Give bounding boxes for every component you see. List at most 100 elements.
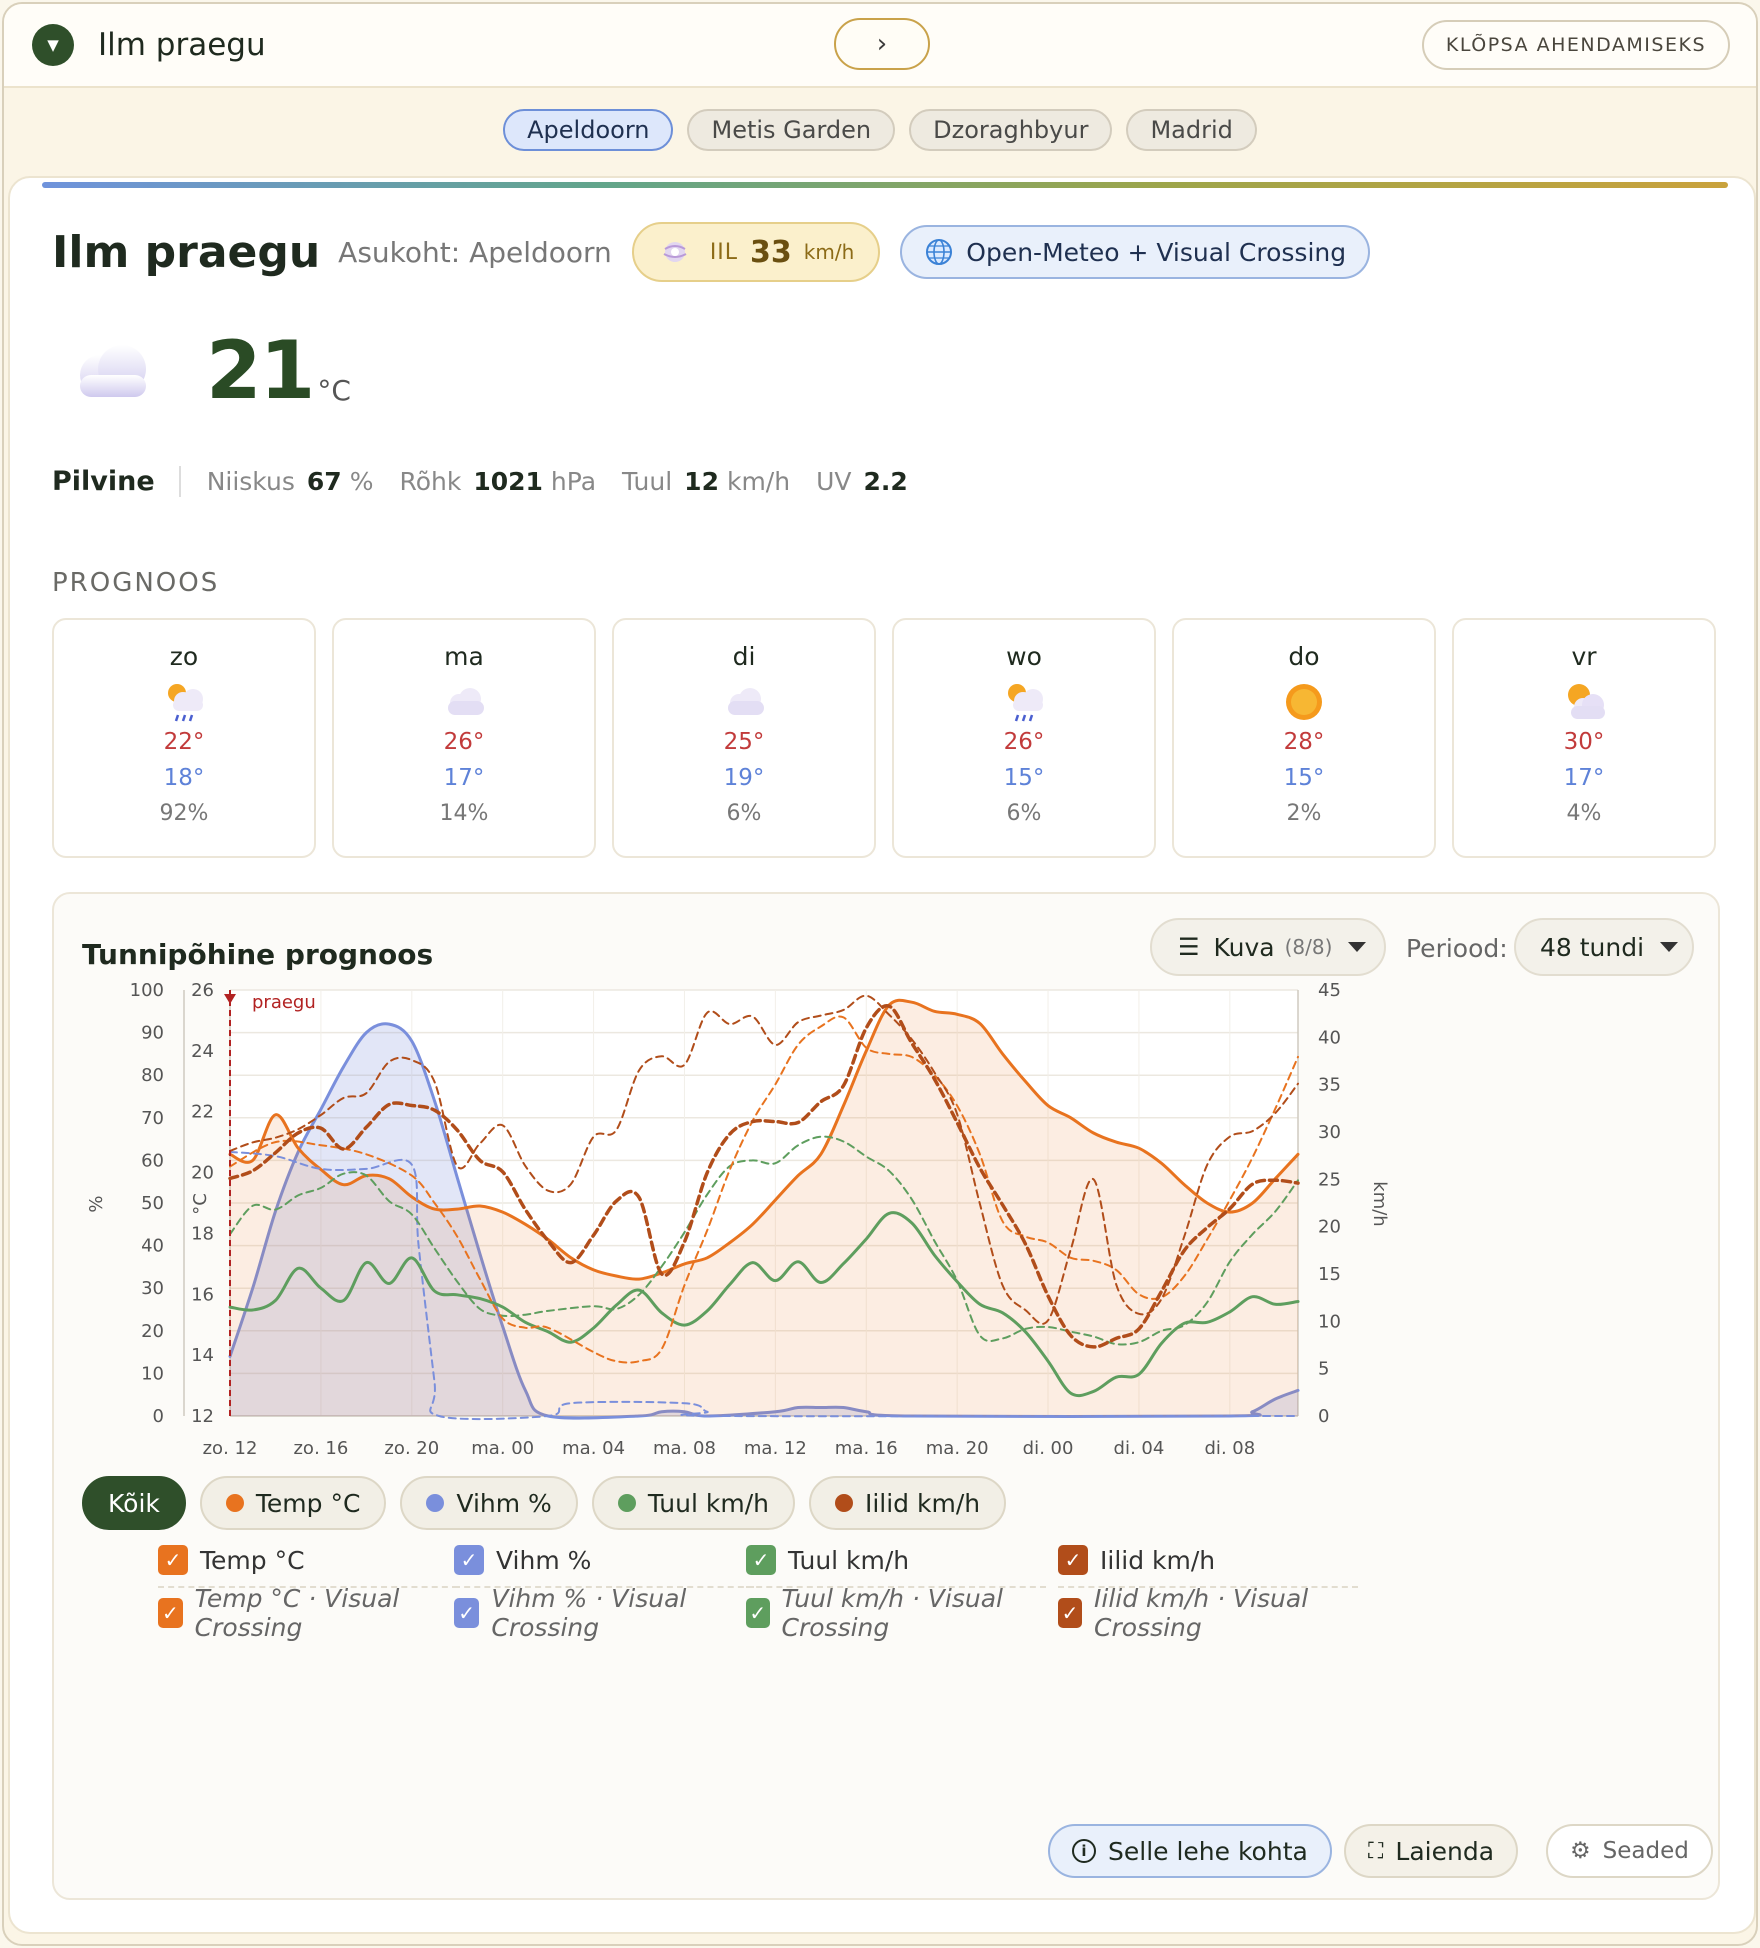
- y-tick-temp: 12: [191, 1406, 214, 1427]
- top-bar: ▼ Ilm praegu › KLÕPSA AHENDAMISEKS: [4, 4, 1756, 88]
- checkbox-label: Temp °C: [200, 1545, 305, 1575]
- y-tick-temp: 14: [191, 1345, 214, 1366]
- current-temperature: 21: [206, 324, 315, 417]
- series-line-2: [228, 1022, 1300, 1420]
- collapse-toggle-icon[interactable]: ▼: [32, 24, 74, 66]
- sun-cloud-rain-icon: [168, 684, 203, 722]
- next-location-button[interactable]: ›: [834, 18, 930, 70]
- forecast-high: 26°: [443, 729, 485, 755]
- checkbox-column-gust: ✓ Iilid km/h ✓ Iilid km/h · Visual Cross…: [1058, 1534, 1358, 1642]
- checkbox-column-wind: ✓ Tuul km/h ✓ Tuul km/h · Visual Crossin…: [746, 1534, 1046, 1642]
- forecast-day-card[interactable]: wo 26° 15° 6%: [892, 618, 1156, 858]
- current-conditions: 21 °C: [66, 324, 351, 417]
- x-tick: di, 04: [1114, 1438, 1165, 1454]
- y-tick-temp: 26: [191, 980, 214, 1001]
- wind-dot-icon: [617, 1494, 636, 1512]
- forecast-precip: 6%: [1006, 801, 1042, 826]
- checkbox-rain[interactable]: ✓ Vihm %: [454, 1534, 754, 1586]
- forecast-high: 26°: [1003, 729, 1045, 755]
- settings-button[interactable]: ⚙ Seaded: [1546, 1824, 1713, 1878]
- filter-pill-rain[interactable]: Vihm %: [400, 1476, 578, 1530]
- source-label: Open-Meteo + Visual Crossing: [966, 237, 1347, 267]
- series-area-0: [230, 1000, 1298, 1416]
- checkbox-column-rain: ✓ Vihm % ✓ Vihm % · Visual Crossing: [454, 1534, 754, 1642]
- y-tick-pct: 50: [141, 1193, 164, 1214]
- pressure-label: Rõhk: [399, 467, 462, 496]
- about-page-button[interactable]: i Selle lehe kohta: [1048, 1824, 1332, 1878]
- forecast-day-name: do: [1288, 642, 1320, 671]
- gust-chip: IIL 33 km/h: [631, 222, 881, 282]
- forecast-day-card[interactable]: di 25° 19° 6%: [612, 618, 876, 858]
- checkbox-temp[interactable]: ✓ Temp °C: [158, 1534, 458, 1586]
- forecast-precip: 14%: [439, 801, 489, 826]
- checkmark-icon: ✓: [454, 1545, 484, 1575]
- forecast-section-title: PROGNOOS: [52, 568, 220, 598]
- sun-icon: [1286, 684, 1322, 720]
- filter-pill-gust[interactable]: Iilid km/h: [808, 1476, 1007, 1530]
- series-filter-pills: Kõik Temp °C Vihm % Tuul km/h Iilid km/h: [82, 1476, 1007, 1530]
- checkbox-wind-vc[interactable]: ✓ Tuul km/h · Visual Crossing: [746, 1584, 1046, 1642]
- filter-pill-temp[interactable]: Temp °C: [199, 1476, 387, 1530]
- forecast-day-name: zo: [169, 642, 199, 671]
- pressure-unit: hPa: [550, 467, 597, 496]
- expand-button[interactable]: ⛶ Laienda: [1344, 1824, 1519, 1878]
- forecast-precip: 2%: [1286, 801, 1322, 826]
- forecast-day-card[interactable]: vr 30° 17° 4%: [1452, 618, 1716, 858]
- wind-swirl-icon: [663, 242, 687, 262]
- gust-unit: km/h: [803, 240, 855, 264]
- y-tick-pct: 70: [141, 1108, 164, 1129]
- y-axis-label-kmh: km/h: [1369, 1181, 1390, 1226]
- y-tick-kmh: 45: [1318, 980, 1341, 1001]
- checkmark-icon: ✓: [158, 1545, 188, 1575]
- checkmark-icon: ✓: [1058, 1598, 1083, 1628]
- x-tick: zo, 16: [293, 1438, 348, 1454]
- location-tab-dzoraghbyur[interactable]: Dzoraghbyur: [909, 109, 1113, 151]
- cloud-icon: [80, 344, 146, 397]
- y-axis-label-temp: °C: [190, 1193, 211, 1215]
- now-marker-arrow-icon: [224, 994, 236, 1004]
- weather-card: Ilm praegu Asukoht: Apeldoorn IIL 33 km/…: [8, 176, 1756, 1934]
- filter-pill-all[interactable]: Kõik: [82, 1476, 186, 1530]
- forecast-precip: 4%: [1566, 801, 1602, 826]
- series-line-7: [229, 994, 1299, 1325]
- filter-pill-wind[interactable]: Tuul km/h: [591, 1476, 795, 1530]
- forecast-precip: 92%: [159, 801, 209, 826]
- hourly-chart[interactable]: 0 10 20 30 40 50 60 70 80 90 100 12 14 16 18 20 22 24 26 0 5…: [54, 894, 1718, 1454]
- y-tick-kmh: 40: [1318, 1027, 1341, 1048]
- location-tab-metis-garden[interactable]: Metis Garden: [687, 109, 896, 151]
- forecast-day-card[interactable]: do 28° 15° 2%: [1172, 618, 1436, 858]
- checkbox-label: Temp °C · Visual Crossing: [194, 1584, 400, 1642]
- view-count: (8/8): [1284, 935, 1333, 959]
- checkmark-icon: ✓: [454, 1598, 480, 1628]
- checkbox-gust-vc[interactable]: ✓ Iilid km/h · Visual Crossing: [1058, 1584, 1358, 1642]
- location-tab-madrid[interactable]: Madrid: [1126, 109, 1257, 151]
- forecast-day-card[interactable]: zo 22° 18° 92%: [52, 618, 316, 858]
- x-tick: ma, 00: [471, 1438, 534, 1454]
- period-select[interactable]: 48 tundi: [1514, 918, 1694, 976]
- y-tick-kmh: 25: [1318, 1169, 1341, 1190]
- info-icon: i: [1072, 1839, 1096, 1863]
- collapse-button[interactable]: KLÕPSA AHENDAMISEKS: [1421, 20, 1730, 70]
- forecast-day-card[interactable]: ma 26° 17° 14%: [332, 618, 596, 858]
- checkbox-label: Tuul km/h · Visual Crossing: [781, 1584, 1003, 1642]
- checkbox-temp-vc[interactable]: ✓ Temp °C · Visual Crossing: [158, 1584, 458, 1642]
- x-tick: zo, 20: [384, 1438, 439, 1454]
- x-tick: ma, 04: [562, 1438, 625, 1454]
- sun-cloud-icon: [1568, 684, 1605, 719]
- forecast-day-name: di: [732, 642, 756, 671]
- checkbox-rain-vc[interactable]: ✓ Vihm % · Visual Crossing: [454, 1584, 754, 1642]
- location-tab-apeldoorn[interactable]: Apeldoorn: [503, 109, 674, 151]
- gust-value: 33: [750, 234, 792, 270]
- checkbox-gust[interactable]: ✓ Iilid km/h: [1058, 1534, 1358, 1586]
- view-selector-button[interactable]: ☰ Kuva (8/8): [1150, 918, 1386, 976]
- view-label: Kuva: [1213, 932, 1275, 962]
- chevron-down-icon: [1660, 942, 1679, 952]
- y-tick-temp: 18: [191, 1223, 214, 1244]
- pressure-value: 1021: [473, 467, 543, 496]
- temp-dot-icon: [225, 1494, 244, 1512]
- x-tick: ma, 12: [744, 1438, 807, 1454]
- source-chip[interactable]: Open-Meteo + Visual Crossing: [900, 225, 1371, 279]
- series-line-6: [228, 1004, 1300, 1349]
- y-tick-kmh: 5: [1318, 1359, 1329, 1380]
- checkbox-wind[interactable]: ✓ Tuul km/h: [746, 1534, 1046, 1586]
